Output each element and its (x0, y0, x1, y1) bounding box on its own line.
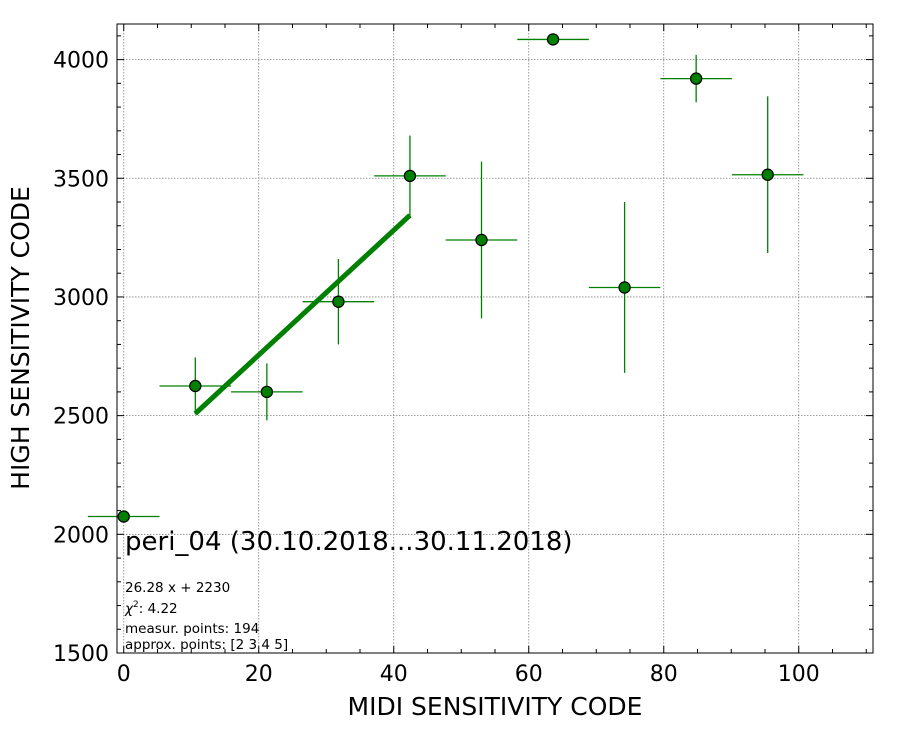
y-tick-label: 2500 (53, 405, 109, 430)
chi-superscript: 2 (133, 600, 139, 610)
x-tick-label: 100 (778, 662, 820, 687)
data-point (332, 295, 345, 308)
x-tick-label: 0 (117, 662, 131, 687)
points-layer (87, 33, 804, 523)
approx-points-label: approx. points: [2 3 4 5] (125, 637, 288, 653)
data-point (475, 233, 488, 247)
tick-labels: 0 20 40 60 80 100 1500 2000 2500 3000 3500 4000 (53, 49, 820, 687)
data-point-group (302, 258, 375, 345)
fit-equation: 26.28 x + 2230 (125, 580, 230, 596)
measur-points-label: measur. points: 194 (125, 621, 259, 637)
chi2-value: : 4.22 (139, 601, 178, 617)
data-point (618, 281, 631, 294)
data-point (403, 169, 417, 183)
data-point (260, 385, 274, 399)
data-point-group (231, 363, 303, 421)
plot-area (117, 24, 873, 653)
data-point-group (159, 357, 232, 415)
plot-frame (116, 23, 874, 654)
fit-line (193, 213, 412, 416)
fit-layer (193, 213, 412, 416)
data-point (117, 510, 130, 523)
y-axis-title: HIGH SENSITIVITY CODE (6, 186, 35, 490)
data-point-group (660, 54, 732, 103)
chi2-label: χ2: 4.22 (124, 600, 178, 617)
data-point-group (731, 96, 804, 254)
data-point (189, 379, 202, 393)
x-axis-title: MIDI SENSITIVITY CODE (348, 692, 643, 721)
data-point (546, 33, 560, 46)
y-tick-label: 3500 (53, 167, 109, 192)
data-point-group (374, 135, 446, 217)
x-tick-label: 80 (650, 662, 678, 687)
data-point-group (588, 202, 661, 373)
y-tick-label: 4000 (53, 49, 109, 74)
data-point (689, 72, 703, 85)
x-tick-label: 60 (515, 662, 543, 687)
x-tick-label: 20 (245, 662, 273, 687)
data-point-group (445, 161, 518, 319)
plot-title: peri_04 (30.10.2018...30.11.2018) (125, 527, 573, 557)
y-tick-label: 3000 (53, 286, 109, 311)
data-point (761, 168, 774, 181)
data-point-group (517, 33, 589, 46)
chi-symbol: χ (124, 601, 134, 617)
data-point-group (87, 510, 160, 523)
y-tick-label: 1500 (53, 642, 109, 667)
minor-ticks (117, 24, 873, 654)
grid-layer (117, 24, 873, 653)
x-tick-label: 40 (380, 662, 408, 687)
y-tick-label: 2000 (53, 523, 109, 548)
